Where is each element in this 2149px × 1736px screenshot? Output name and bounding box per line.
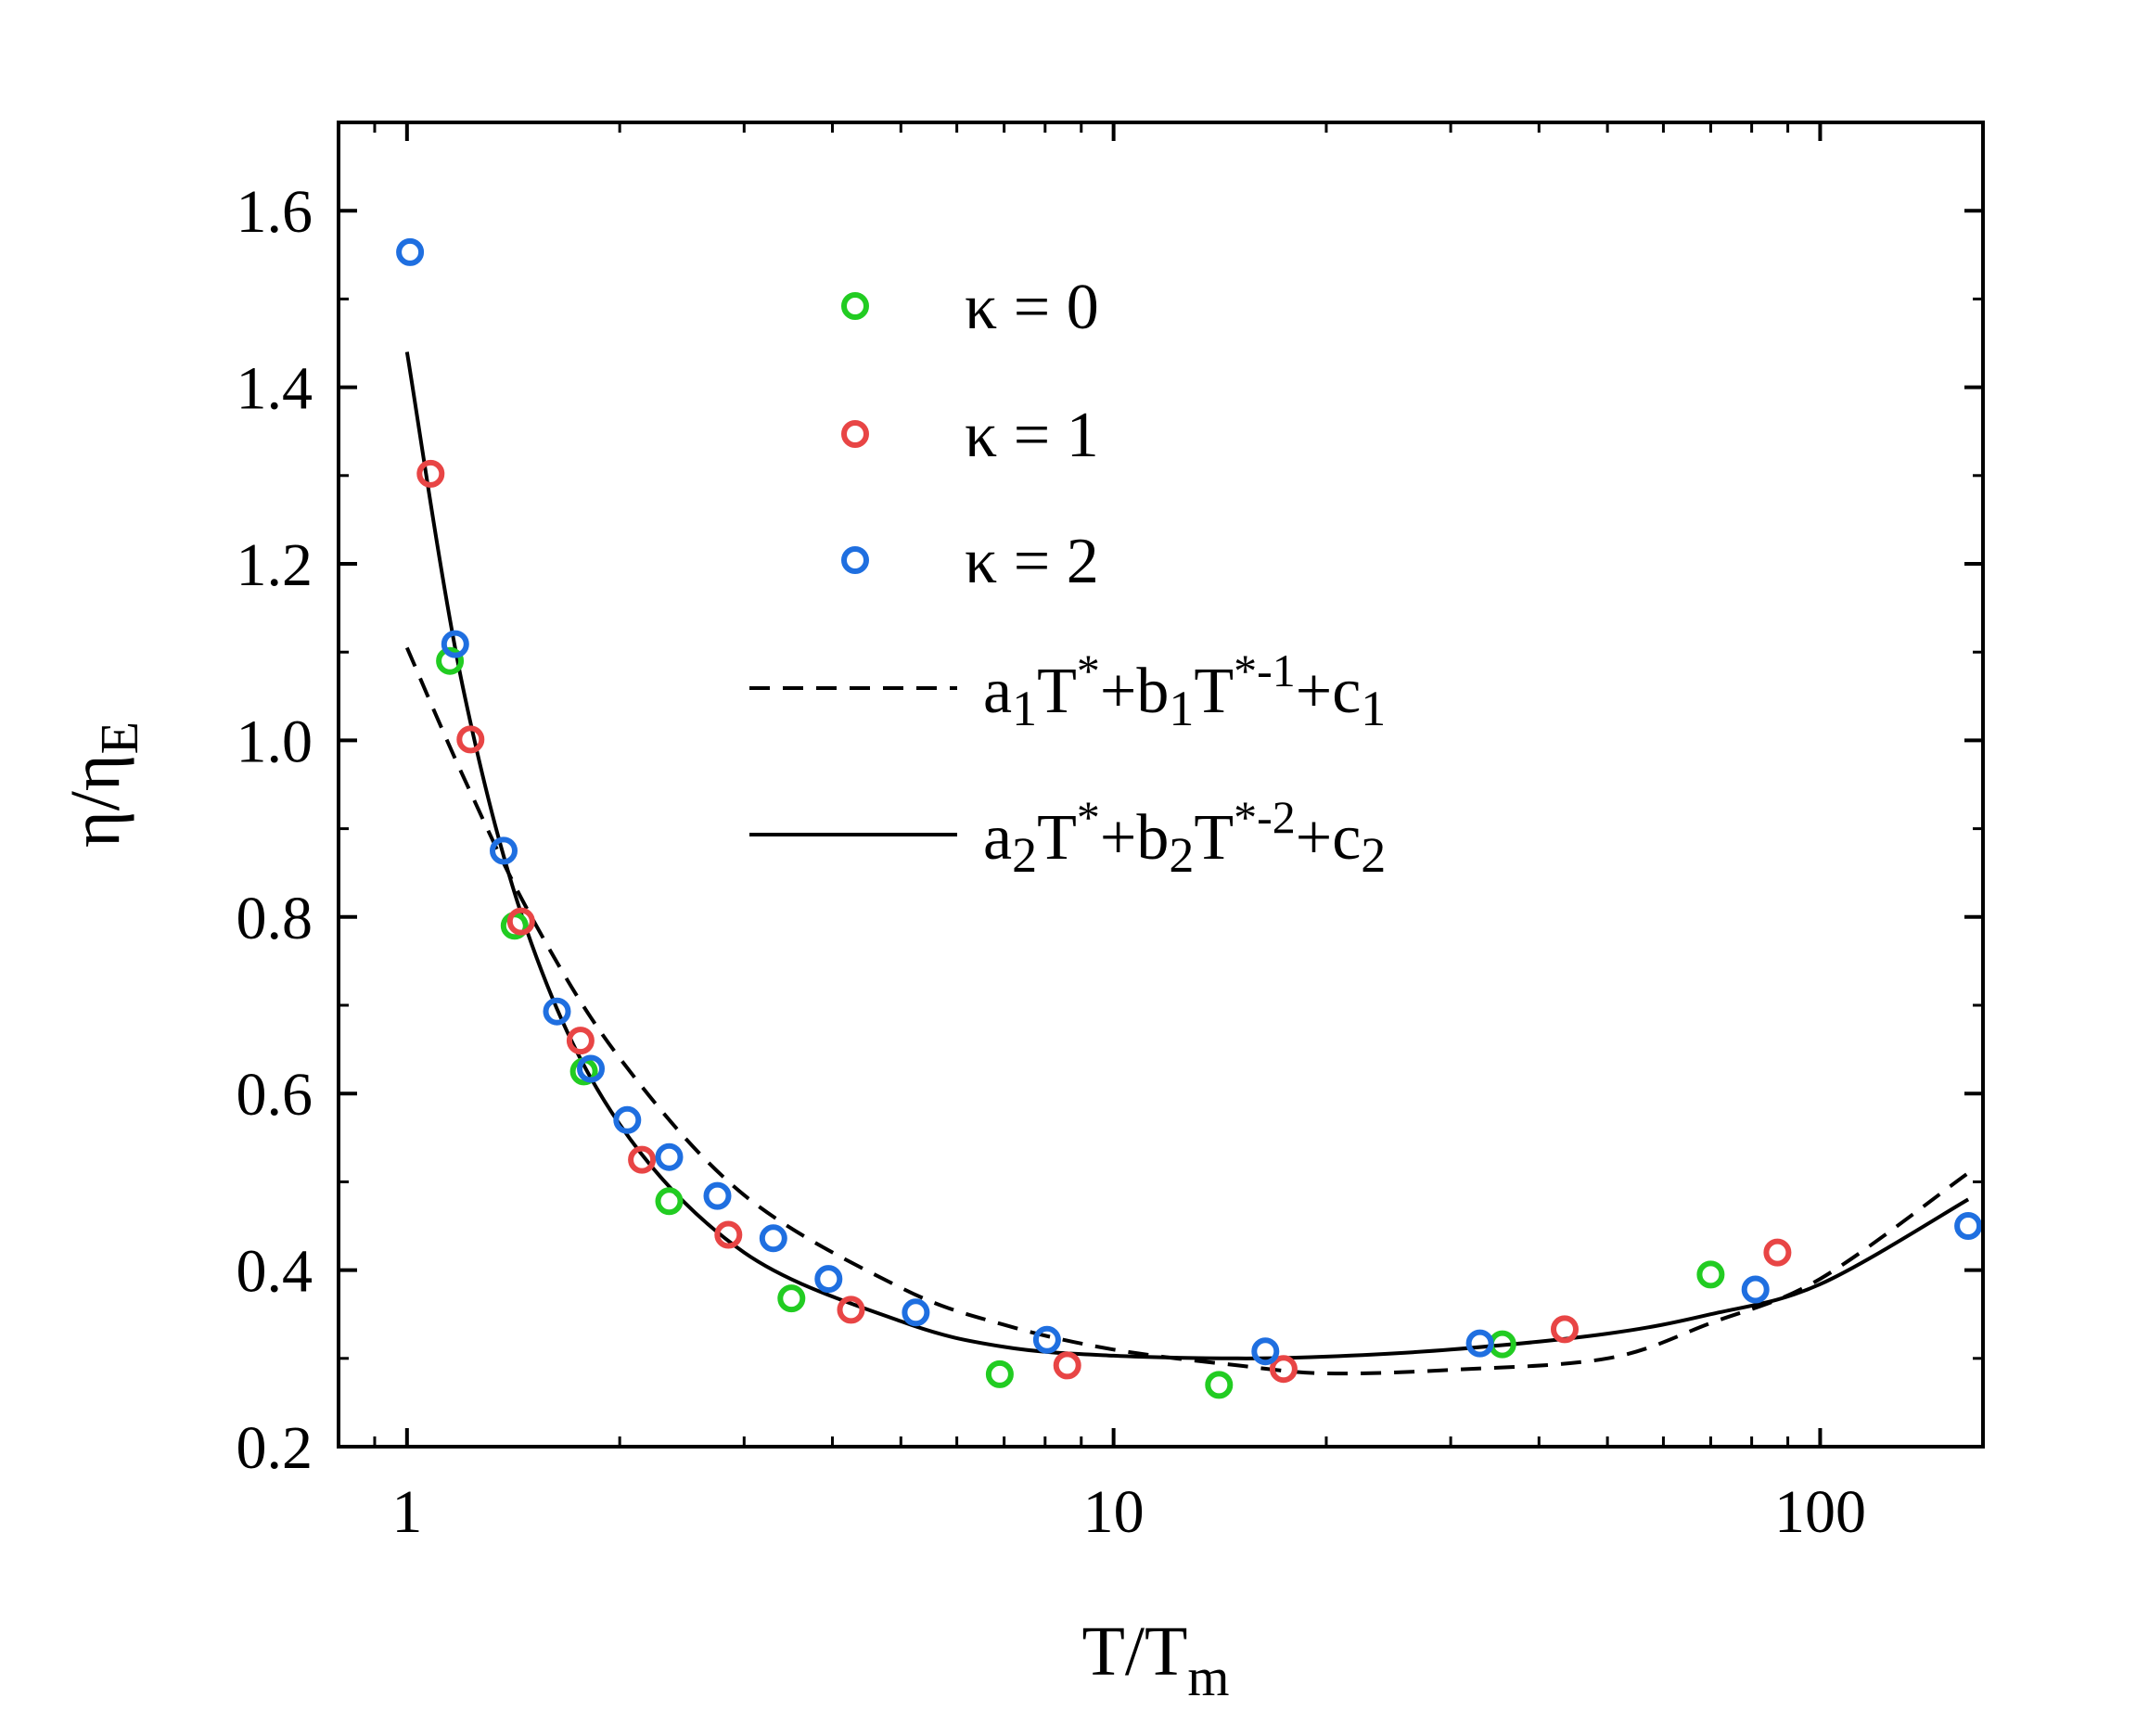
legend-formula-part: T <box>1194 802 1234 874</box>
data-point-kappa-1 <box>628 1145 657 1174</box>
y-tick-label: 0.4 <box>237 1238 313 1306</box>
y-tick-label: 0.8 <box>237 885 313 952</box>
scatter-markers <box>396 237 1983 1399</box>
y-axis-title: η/ηE <box>57 721 149 848</box>
data-point-kappa-1 <box>506 907 535 936</box>
legend-formula-part: *-1 <box>1234 645 1296 696</box>
x-axis-title: T/Tm <box>1081 1613 1229 1707</box>
data-point-kappa-1 <box>416 459 445 488</box>
legend-formula-part: +c <box>1296 656 1362 727</box>
y-tick-label: 1.0 <box>237 708 313 775</box>
legend-formula-part: 1 <box>1169 681 1194 736</box>
data-point-kappa-2 <box>1465 1329 1494 1358</box>
data-point-kappa-0 <box>436 646 465 675</box>
legend-formula-solid: a2T*+b2T*-2+c2 <box>983 791 1386 883</box>
legend-formula-part: T <box>1037 802 1077 874</box>
legend-marker-1 <box>841 420 869 448</box>
y-tick-label: 0.2 <box>237 1414 313 1482</box>
data-point-kappa-1 <box>714 1220 743 1249</box>
legend-marker-0 <box>841 292 869 320</box>
data-point-kappa-1 <box>1269 1355 1298 1384</box>
x-tick-label: 100 <box>1774 1478 1866 1546</box>
data-point-kappa-1 <box>1053 1351 1081 1380</box>
data-point-kappa-2 <box>759 1224 787 1253</box>
data-point-kappa-2 <box>1251 1337 1280 1366</box>
data-point-kappa-1 <box>566 1027 595 1055</box>
x-tick-label: 1 <box>391 1478 422 1546</box>
legend-label-1: κ = 1 <box>965 400 1099 471</box>
data-point-kappa-2 <box>814 1265 843 1294</box>
legend-formula-part: T <box>1194 656 1234 727</box>
data-point-kappa-2 <box>441 630 469 658</box>
data-point-kappa-2 <box>703 1181 732 1210</box>
legend-formula-part: 1 <box>1012 681 1037 736</box>
y-axis-title-main: η/η <box>57 754 134 848</box>
legend-formula-part: +c <box>1296 802 1362 874</box>
data-point-kappa-1 <box>1763 1238 1792 1267</box>
x-axis-title-main: T/T <box>1081 1613 1187 1691</box>
legend-formula-part: * <box>1077 645 1100 696</box>
y-tick-label: 1.2 <box>237 531 313 599</box>
data-point-kappa-0 <box>777 1284 806 1313</box>
y-axis-title-subscript: E <box>89 721 149 754</box>
data-point-kappa-0 <box>655 1187 684 1216</box>
legend-label-0: κ = 0 <box>965 272 1099 343</box>
legend-formula-part: T <box>1037 656 1077 727</box>
y-tick-label: 0.6 <box>237 1061 313 1129</box>
plot-frame <box>337 121 1985 1449</box>
legend-formula-part: 2 <box>1361 827 1386 883</box>
fit-curves <box>404 351 1970 1376</box>
data-point-kappa-1 <box>837 1296 865 1324</box>
legend-label-2: κ = 2 <box>965 526 1099 597</box>
data-point-kappa-2 <box>655 1142 684 1171</box>
data-point-kappa-2 <box>396 237 425 266</box>
legend-formula-dashed: a1T*+b1T*-1+c1 <box>983 645 1386 736</box>
data-point-kappa-2 <box>1741 1275 1770 1304</box>
data-point-kappa-0 <box>1696 1260 1725 1289</box>
legend-formula-part: a <box>983 802 1012 874</box>
solid-fit-curve <box>404 351 1970 1360</box>
data-point-kappa-2 <box>490 836 518 865</box>
y-tick-label: 1.4 <box>237 355 313 423</box>
y-tick-label: 1.6 <box>237 178 313 246</box>
legend-formula-part: a <box>983 656 1012 727</box>
data-point-kappa-1 <box>456 725 485 754</box>
legend-formula-part: 2 <box>1169 827 1194 883</box>
data-point-kappa-2 <box>577 1054 605 1083</box>
legend-formula-part: +b <box>1100 656 1169 727</box>
legend-formula-part: 2 <box>1012 827 1037 883</box>
legend-marker-2 <box>841 546 869 574</box>
legend-formula-part: *-2 <box>1234 791 1296 843</box>
data-point-kappa-2 <box>613 1105 642 1134</box>
legend-formula-part: 1 <box>1361 681 1386 736</box>
data-point-kappa-2 <box>543 997 571 1026</box>
x-tick-label: 10 <box>1083 1478 1145 1546</box>
tick-labels: 0.2 0.4 0.6 0.8 1.0 1.2 1.4 1.6 1 10 100 <box>237 178 1866 1546</box>
legend-formula-part: * <box>1077 791 1100 843</box>
data-point-kappa-1 <box>1551 1315 1579 1344</box>
legend-formula-part: +b <box>1100 802 1169 874</box>
data-point-kappa-0 <box>985 1359 1014 1388</box>
data-point-kappa-2 <box>1032 1325 1061 1354</box>
legend: κ = 0κ = 1κ = 2a1T*+b1T*-1+c1a2T*+b2T*-2… <box>749 272 1386 883</box>
x-axis-title-subscript: m <box>1187 1647 1229 1707</box>
data-point-kappa-0 <box>1205 1371 1234 1399</box>
data-point-kappa-2 <box>1954 1212 1983 1240</box>
data-point-kappa-2 <box>902 1298 930 1327</box>
